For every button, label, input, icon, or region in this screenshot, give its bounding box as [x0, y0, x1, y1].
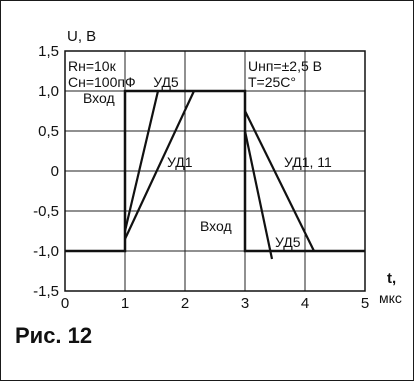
series-line-3 — [244, 110, 315, 252]
annotation: УД1 — [167, 154, 193, 170]
x-axis-label: t, — [387, 270, 396, 287]
annotation: Cн=100пФ — [68, 74, 136, 90]
annotation: Вход — [83, 90, 115, 106]
y-tick-label: -1,0 — [33, 243, 59, 260]
x-tick-label: 1 — [121, 295, 129, 312]
series-line-2 — [124, 90, 195, 240]
annotation: Uнп=±2,5 В — [248, 58, 322, 74]
y-tick-label: -1,5 — [33, 283, 59, 300]
y-tick-label: 0,5 — [38, 123, 59, 140]
y-tick-label: -0,5 — [33, 203, 59, 220]
annotation: Вход — [200, 218, 232, 234]
x-tick-label: 0 — [61, 295, 69, 312]
plot-frame — [64, 50, 366, 292]
series-line-1 — [123, 90, 160, 232]
x-tick-label: 5 — [361, 295, 369, 312]
y-tick-label: 1,0 — [38, 83, 59, 100]
x-axis-unit: мкс — [379, 290, 402, 306]
annotation: T=25C° — [248, 74, 296, 90]
annotation: УД1, 11 — [284, 154, 332, 170]
x-tick-label: 3 — [241, 295, 249, 312]
y-tick-label: 0 — [51, 163, 59, 180]
annotation: Rн=10к — [68, 58, 117, 74]
series-line-0 — [65, 89, 365, 253]
annotation: УД5 — [275, 234, 301, 250]
x-tick-label: 4 — [301, 295, 309, 312]
x-tick-label: 2 — [181, 295, 189, 312]
figure-caption: Рис. 12 — [15, 323, 93, 348]
annotation: УД5 — [153, 74, 179, 90]
series-line-4 — [243, 130, 274, 260]
y-axis-label: U, В — [67, 28, 96, 45]
y-tick-label: 1,5 — [38, 43, 59, 60]
